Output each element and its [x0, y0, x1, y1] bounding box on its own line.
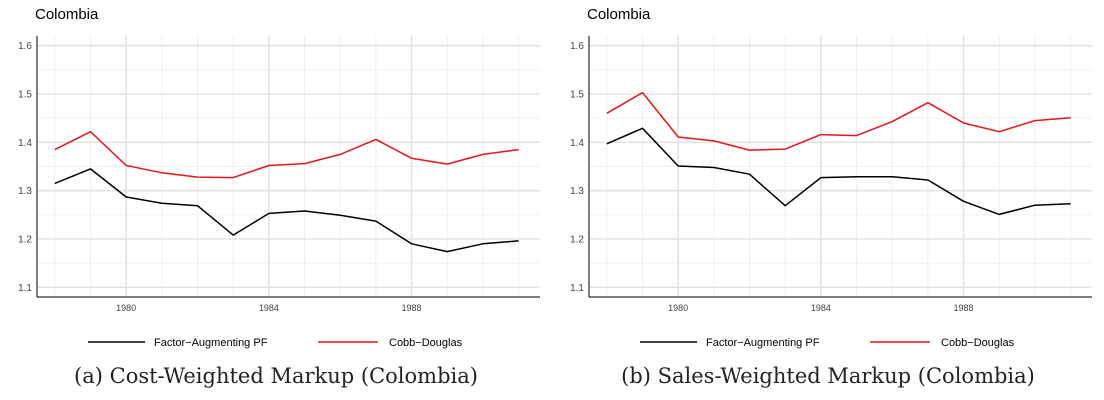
chart-title: Colombia: [35, 6, 99, 23]
series-line: [54, 168, 519, 253]
x-tick-label: 1980: [668, 303, 688, 313]
y-tick-label: 1.4: [570, 138, 584, 149]
legend-label: Factor−Augmenting PF: [154, 337, 268, 349]
series-line: [606, 127, 1071, 216]
y-tick-label: 1.3: [18, 186, 32, 197]
figure-caption: (b) Sales-Weighted Markup (Colombia): [621, 364, 1035, 388]
chart-panel-a: Colombia 1.1 1.2 1.3 1.4 1.5 1.6 1980 1984 1988 F…: [18, 6, 540, 388]
y-tick-label: 1.2: [18, 235, 32, 246]
legend-label: Cobb−Douglas: [389, 337, 463, 349]
y-tick-label: 1.6: [570, 41, 584, 52]
y-tick-label: 1.2: [570, 235, 584, 246]
y-tick-label: 1.1: [570, 283, 584, 294]
x-tick-label: 1988: [402, 303, 422, 313]
y-tick-label: 1.5: [570, 90, 584, 101]
series-line: [606, 91, 1071, 151]
y-tick-label: 1.6: [18, 41, 32, 52]
x-tick-label: 1980: [116, 303, 136, 313]
legend-label: Factor−Augmenting PF: [706, 337, 820, 349]
series-line: [54, 130, 519, 179]
chart-svg: 1.1 1.2 1.3 1.4 1.5 1.6 1980 1984 1988 Factor−Aug…: [570, 36, 1092, 349]
legend-label: Cobb−Douglas: [941, 337, 1015, 349]
x-tick-label: 1984: [811, 303, 831, 313]
y-tick-label: 1.1: [18, 283, 32, 294]
x-tick-label: 1984: [259, 303, 279, 313]
chart-svg: 1.1 1.2 1.3 1.4 1.5 1.6 1980 1984 1988 Factor−Aug…: [18, 36, 540, 349]
y-tick-label: 1.3: [570, 186, 584, 197]
chart-panel-b: Colombia 1.1 1.2 1.3 1.4 1.5 1.6 1980 1984 1988 F…: [552, 0, 1104, 400]
x-tick-label: 1988: [954, 303, 974, 313]
chart-title: Colombia: [587, 6, 651, 23]
y-tick-label: 1.4: [18, 138, 32, 149]
y-tick-label: 1.5: [18, 90, 32, 101]
figure-caption: (a) Cost-Weighted Markup (Colombia): [74, 364, 478, 388]
